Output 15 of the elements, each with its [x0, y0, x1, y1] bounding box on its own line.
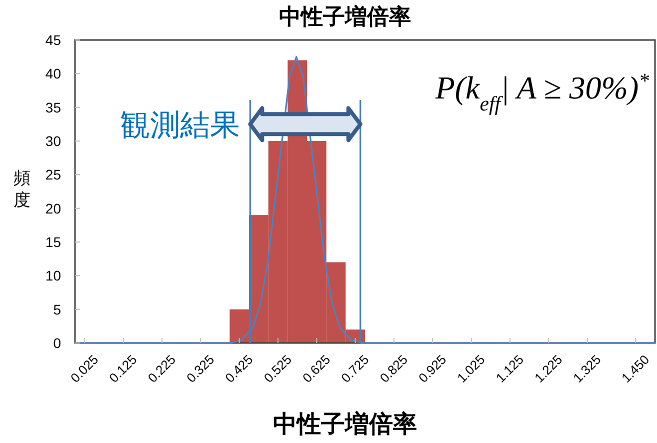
y-axis-title: 頻度 — [14, 168, 30, 210]
y-tick-label: 30 — [45, 133, 62, 149]
y-tick-label: 20 — [45, 200, 62, 216]
y-tick-label: 10 — [45, 268, 62, 284]
y-tick-label: 15 — [45, 234, 62, 250]
y-tick-label: 5 — [53, 301, 62, 318]
x-axis-title: 中性子増倍率 — [273, 410, 417, 438]
annotation: P(k$_{eff}$| A ≥ 30%)$^{*}$ — [434, 69, 650, 115]
annotation: 観測結果 — [120, 109, 240, 142]
y-tick-label: 40 — [45, 66, 62, 82]
y-tick-label: 45 — [45, 32, 62, 48]
y-tick-label: 35 — [45, 99, 62, 116]
y-tick-label: 25 — [45, 166, 62, 183]
chart-title: 中性子増倍率 — [279, 4, 411, 29]
y-tick-label: 0 — [53, 335, 62, 351]
